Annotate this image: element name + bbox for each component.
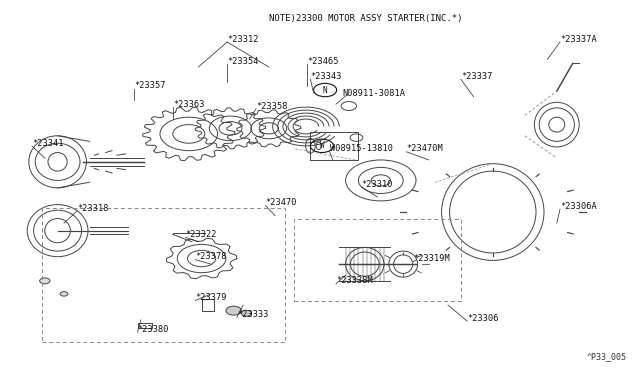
- Circle shape: [226, 306, 241, 315]
- Text: W08915-13810: W08915-13810: [330, 144, 392, 153]
- Text: *23354: *23354: [227, 57, 259, 66]
- Text: *23363: *23363: [173, 100, 204, 109]
- Text: *23338M: *23338M: [336, 276, 372, 285]
- Bar: [202, 299, 214, 311]
- Text: *23357: *23357: [134, 81, 166, 90]
- Text: *23378: *23378: [195, 252, 227, 261]
- Text: *23319M: *23319M: [413, 254, 449, 263]
- Text: N: N: [323, 86, 328, 94]
- Text: *23322: *23322: [186, 230, 217, 239]
- Text: *23312: *23312: [227, 35, 259, 44]
- Circle shape: [241, 310, 252, 316]
- Bar: [138, 323, 152, 328]
- Text: *23306A: *23306A: [560, 202, 596, 211]
- Text: *23465: *23465: [307, 57, 339, 66]
- Text: *23341: *23341: [32, 139, 63, 148]
- Text: ^P33_005: ^P33_005: [588, 353, 627, 362]
- Text: *23358: *23358: [256, 102, 287, 110]
- Text: NOTE)23300 MOTOR ASSY STARTER(INC.*): NOTE)23300 MOTOR ASSY STARTER(INC.*): [269, 14, 462, 23]
- Text: *23470M: *23470M: [406, 144, 443, 153]
- Text: *23337A: *23337A: [560, 35, 596, 44]
- Text: *23318: *23318: [77, 204, 108, 213]
- Text: *23380: *23380: [138, 325, 169, 334]
- Text: *23343: *23343: [310, 72, 342, 81]
- Text: *23306: *23306: [467, 314, 499, 323]
- Text: *23470: *23470: [266, 198, 297, 207]
- Text: *23379: *23379: [195, 293, 227, 302]
- Text: N08911-3081A: N08911-3081A: [342, 89, 405, 97]
- Bar: [310, 132, 358, 160]
- Text: W: W: [319, 141, 324, 150]
- Text: *23337: *23337: [461, 72, 492, 81]
- Text: *23310: *23310: [362, 180, 393, 189]
- Circle shape: [60, 292, 68, 296]
- Circle shape: [40, 278, 50, 284]
- Text: *23333: *23333: [237, 310, 268, 319]
